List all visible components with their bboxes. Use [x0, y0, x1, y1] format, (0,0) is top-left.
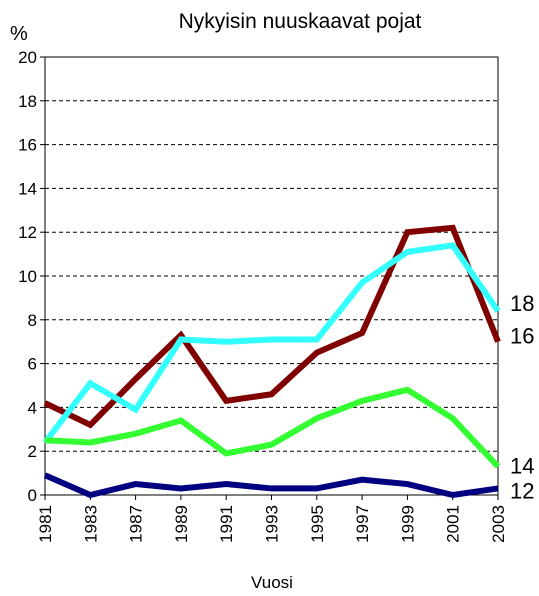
- x-tick-label: 2001: [444, 505, 463, 543]
- y-tick-label: 0: [28, 486, 37, 505]
- y-tick-label: 10: [18, 267, 37, 286]
- y-tick-label: 18: [18, 92, 37, 111]
- series-label: 16: [510, 324, 534, 349]
- y-tick-label: 12: [18, 223, 37, 242]
- line-series: [44, 386, 501, 469]
- y-tick-label: 4: [28, 398, 37, 417]
- y-tick-label: 16: [18, 136, 37, 155]
- series-label: 12: [510, 478, 534, 503]
- x-tick-label: 1983: [81, 505, 100, 543]
- y-tick-label: 14: [18, 179, 37, 198]
- x-tick-label: 1987: [127, 505, 146, 543]
- line-series: [43, 472, 499, 499]
- y-tick-label: 8: [28, 311, 37, 330]
- x-axis-label: Vuosi: [251, 573, 293, 592]
- x-tick-label: 2003: [489, 505, 508, 543]
- series-label: 14: [510, 454, 534, 479]
- x-tick-label: 1991: [217, 505, 236, 543]
- x-tick-label: 1981: [36, 505, 55, 543]
- y-tick-label: 20: [18, 48, 37, 67]
- y-axis-label: %: [10, 23, 28, 45]
- series-label: 18: [510, 291, 534, 316]
- y-tick-label: 6: [28, 355, 37, 374]
- line-series: [43, 224, 501, 429]
- y-tick-label: 2: [28, 442, 37, 461]
- x-tick-label: 1997: [353, 505, 372, 543]
- x-tick-label: 1993: [263, 505, 282, 543]
- line-series: [42, 242, 501, 445]
- x-tick-label: 1989: [172, 505, 191, 543]
- x-tick-label: 1995: [308, 505, 327, 543]
- chart-title: Nykyisin nuuskaavat pojat: [179, 10, 422, 33]
- x-tick-label: 1999: [398, 505, 417, 543]
